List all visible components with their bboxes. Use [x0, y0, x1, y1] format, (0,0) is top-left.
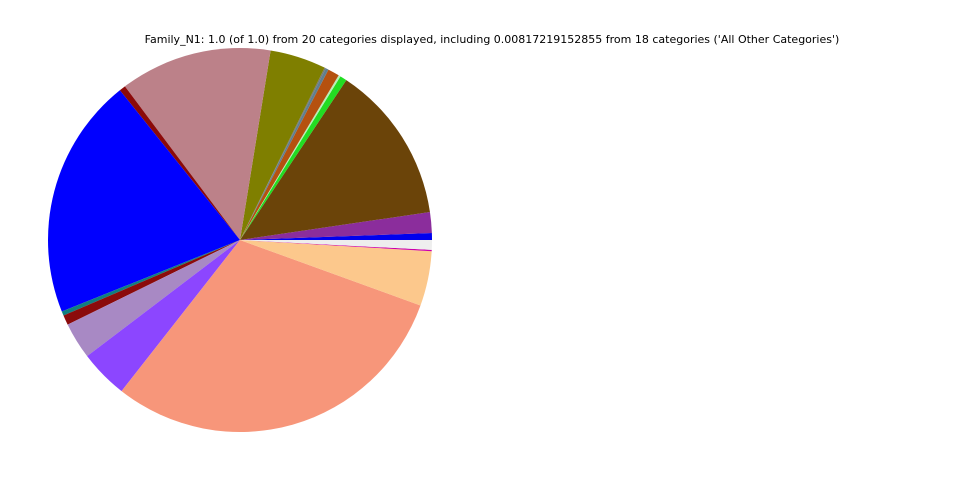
pie-slice	[240, 67, 326, 240]
chart-title: Family_N1: 1.0 (of 1.0) from 20 categori…	[145, 33, 840, 46]
pie-slice	[121, 240, 421, 432]
pie-slice	[119, 86, 240, 241]
pie-slice	[240, 240, 432, 250]
pie-slice	[240, 68, 329, 240]
pie-slice	[240, 75, 341, 241]
pie-slice	[240, 240, 432, 306]
pie-slice	[67, 240, 241, 357]
pie-slice	[124, 48, 271, 240]
pie-slice	[47, 90, 240, 312]
pie-slice	[240, 211, 432, 240]
pie-slice	[240, 80, 430, 240]
pie-slice	[240, 76, 347, 240]
pie-slice	[240, 240, 432, 252]
pie-slice	[63, 240, 240, 325]
pie-slice	[240, 69, 339, 240]
pie-slice	[87, 240, 240, 392]
pie-slice	[240, 50, 325, 240]
pie-slice	[240, 233, 432, 240]
pie-slice	[61, 240, 241, 316]
